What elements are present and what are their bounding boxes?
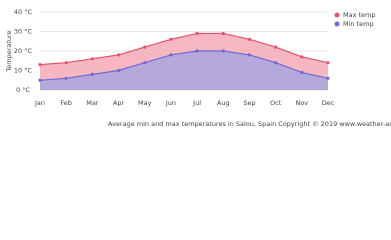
x-tick-label: Aug — [217, 99, 230, 107]
point — [195, 31, 199, 36]
point — [38, 78, 42, 82]
y-tick-label: 20 °C — [14, 47, 33, 55]
point — [143, 61, 147, 65]
point — [116, 53, 121, 57]
legend-label: Min temp — [343, 20, 374, 28]
x-tick-label: Jul — [192, 99, 201, 107]
point — [64, 61, 68, 65]
point — [300, 70, 304, 75]
point — [90, 57, 94, 61]
x-tick-label: Oct — [270, 99, 282, 107]
point — [274, 61, 278, 65]
x-tick-label: Sep — [243, 99, 255, 107]
x-tick-label: Apr — [113, 99, 125, 107]
x-tick-label: Jun — [165, 99, 176, 107]
chart: Temperature Average min and max temperat… — [5, 8, 391, 128]
point — [221, 49, 225, 53]
legend-marker — [334, 12, 340, 18]
point — [64, 76, 68, 80]
area — [40, 51, 328, 90]
line — [39, 32, 329, 66]
legend-label: Max temp — [343, 11, 376, 19]
point — [116, 68, 121, 73]
x-tick-label: Nov — [295, 99, 308, 107]
point — [247, 37, 252, 41]
point — [247, 53, 252, 57]
point — [195, 49, 199, 53]
line — [39, 50, 329, 81]
x-tick-label: Feb — [60, 99, 72, 107]
x-tick-label: Jan — [34, 99, 45, 107]
footer: Average min and max temperatures in Salo… — [108, 120, 391, 128]
point — [38, 63, 42, 67]
y-axis-label: Temperature — [5, 30, 13, 72]
point — [221, 31, 225, 36]
legend-marker — [334, 21, 340, 27]
point — [300, 55, 304, 59]
point — [274, 45, 278, 49]
point — [169, 37, 173, 41]
point — [326, 76, 330, 80]
y-tick-label: 10 °C — [14, 67, 33, 75]
y-tick-label: 30 °C — [14, 28, 33, 36]
point — [143, 45, 147, 49]
point — [326, 61, 330, 65]
point — [90, 72, 94, 76]
x-tick-label: May — [138, 99, 152, 107]
x-tick-label: Dec — [322, 99, 335, 107]
x-tick-label: Mar — [86, 99, 99, 107]
point — [169, 53, 173, 57]
y-tick-label: 40 °C — [14, 8, 33, 16]
y-tick-label: 0 °C — [16, 86, 30, 94]
